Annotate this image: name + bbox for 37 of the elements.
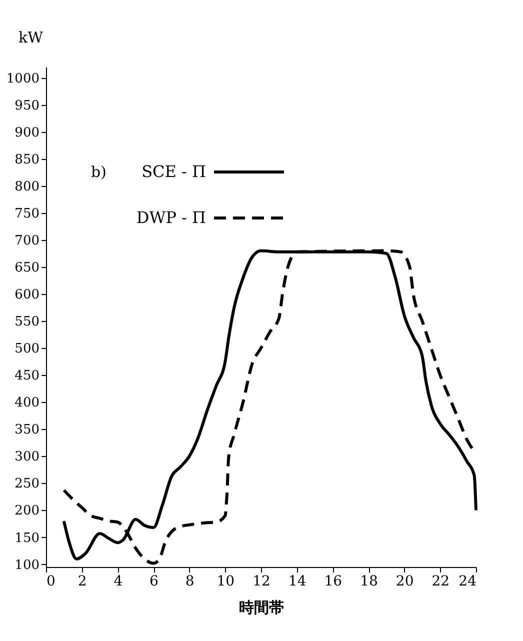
x-tick-label: 6 <box>150 574 159 590</box>
x-axis-title: 時間帯 <box>239 598 284 616</box>
x-tick-label: 12 <box>252 574 270 590</box>
x-tick-label: 22 <box>432 574 450 590</box>
y-tick-label: 450 <box>14 368 40 384</box>
y-tick-label: 650 <box>14 260 40 276</box>
x-tick-label: 10 <box>216 574 235 590</box>
y-tick-label: 1000 <box>6 71 40 86</box>
x-tick-label: 0 <box>46 574 56 590</box>
y-tick-label: 350 <box>14 422 40 438</box>
y-axis-title: kW <box>18 28 44 46</box>
y-tick-label: 550 <box>14 314 40 330</box>
x-tick-label: 14 <box>288 574 306 590</box>
y-tick-label: 600 <box>14 288 40 303</box>
y-tick-label: 100 <box>14 558 40 573</box>
x-tick-label: 18 <box>360 574 378 590</box>
annotation: b) <box>91 163 106 181</box>
y-tick-label: 950 <box>14 98 40 114</box>
y-tick-label: 850 <box>14 152 40 168</box>
y-tick-label: 400 <box>14 396 40 411</box>
x-tick-label: 24 <box>458 574 477 590</box>
legend-label: SCE - Π <box>142 162 206 181</box>
x-tick-label: 16 <box>324 574 342 590</box>
y-tick-label: 300 <box>14 450 40 465</box>
x-tick-label: 8 <box>185 574 194 590</box>
legend-label: DWP - Π <box>136 208 206 227</box>
y-tick-label: 150 <box>14 530 40 546</box>
y-tick-label: 700 <box>14 233 40 248</box>
y-tick-label: 500 <box>14 342 40 357</box>
y-tick-label: 800 <box>14 179 40 194</box>
y-tick-label: 250 <box>14 476 40 492</box>
x-tick-label: 4 <box>114 574 123 590</box>
y-tick-label: 750 <box>14 206 40 222</box>
x-tick-label: 2 <box>78 574 87 590</box>
y-tick-label: 200 <box>14 504 40 519</box>
y-tick-label: 900 <box>14 125 40 140</box>
x-tick-label: 20 <box>396 574 414 590</box>
